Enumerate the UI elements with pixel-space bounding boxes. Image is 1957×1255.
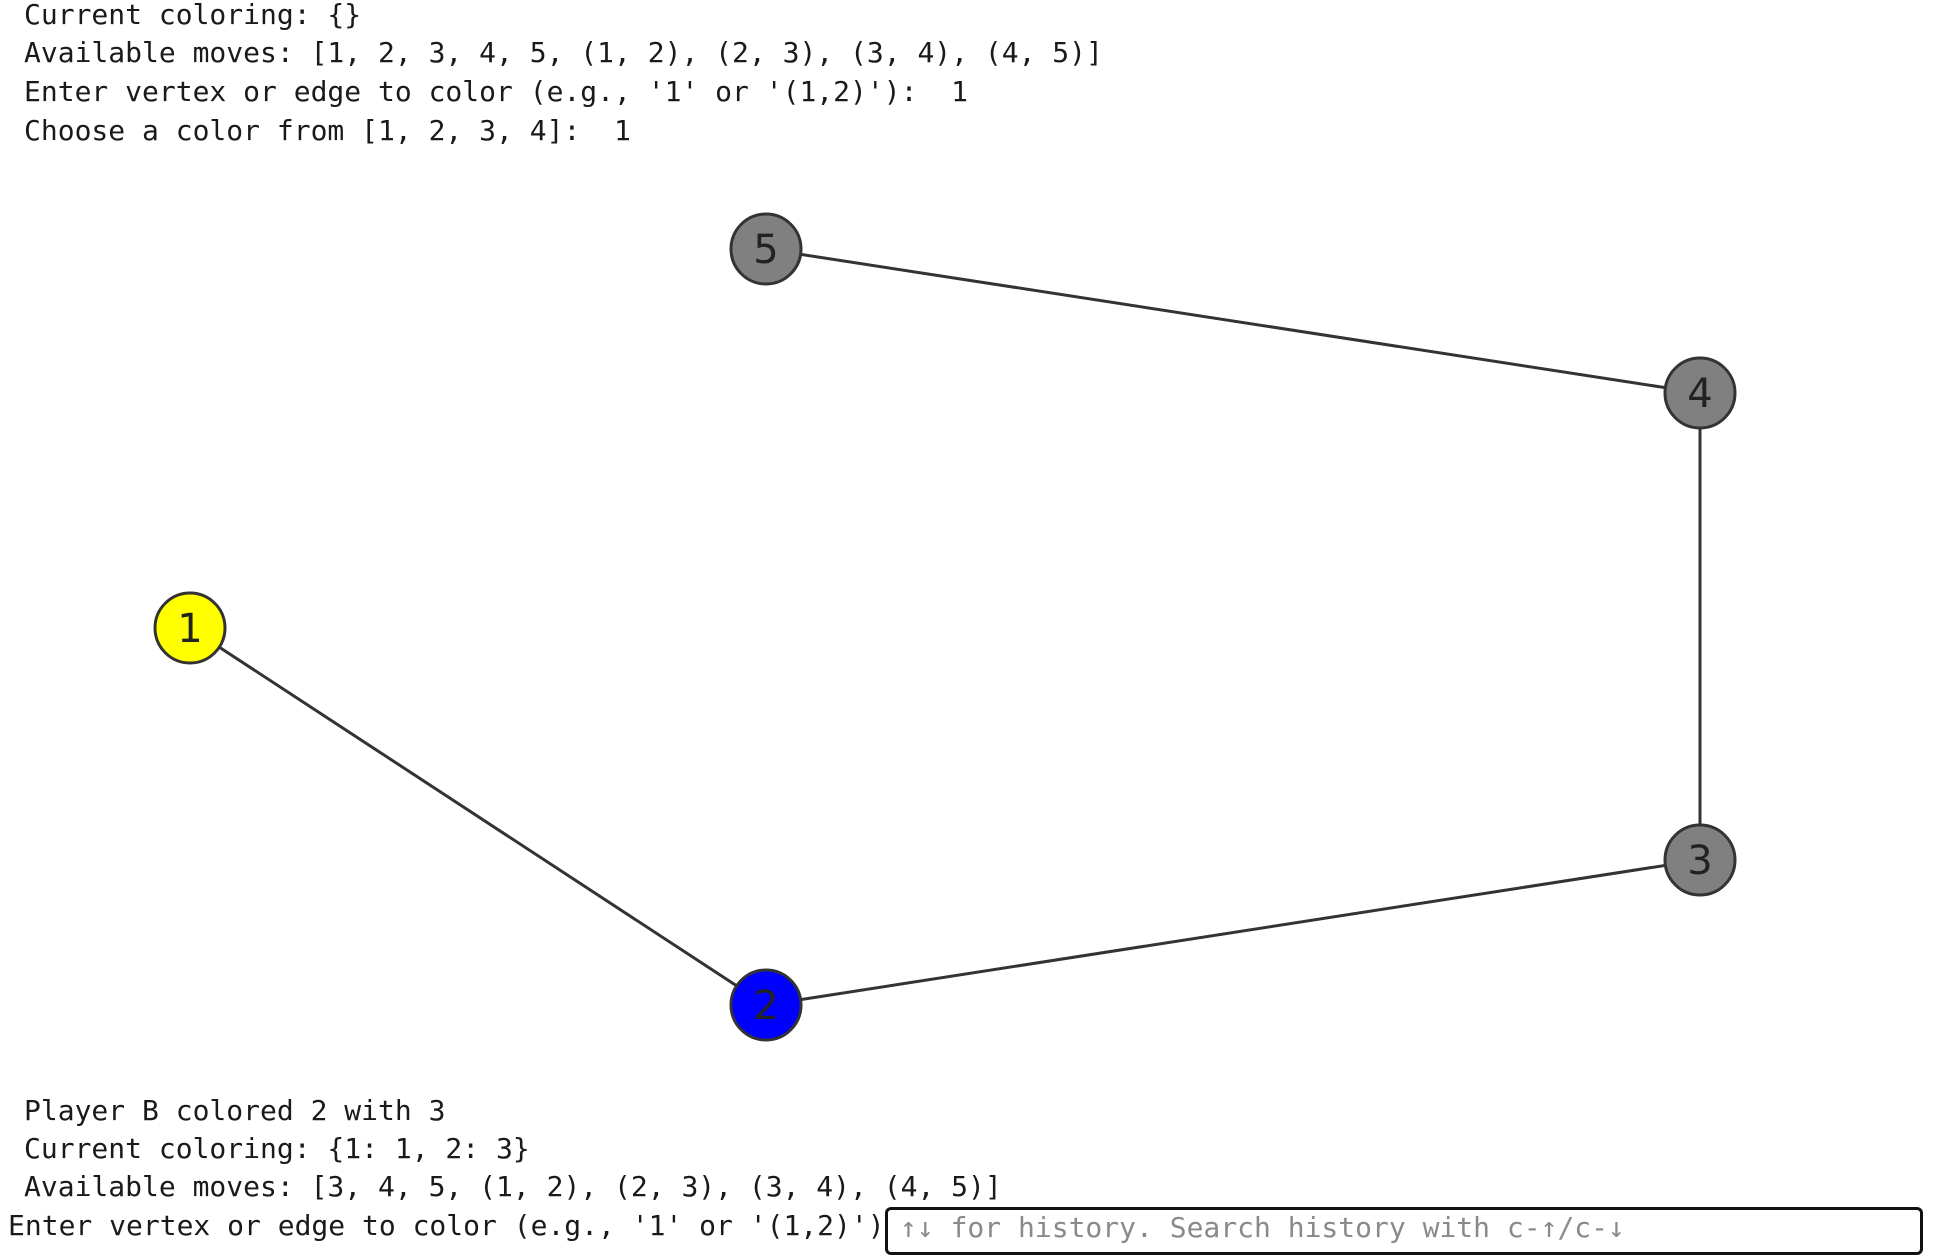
graph-edge-4-5 bbox=[765, 247, 1701, 395]
graph-node-label: 4 bbox=[1687, 371, 1712, 417]
player-move-line: Player B colored 2 with 3 bbox=[24, 1094, 446, 1127]
graph-edge-2-3 bbox=[765, 858, 1701, 1007]
graph-node-5: 5 bbox=[729, 212, 803, 286]
graph-node-3: 3 bbox=[1663, 823, 1737, 897]
nodes-layer: 1 2 3 4 5 bbox=[153, 212, 1737, 1042]
vertex-prompt-line: Enter vertex or edge to color (e.g., '1'… bbox=[24, 75, 969, 108]
available-moves-line: Available moves: [1, 2, 3, 4, 5, (1, 2),… bbox=[24, 36, 1103, 69]
graph-node-label: 1 bbox=[177, 606, 202, 652]
graph-node-label: 2 bbox=[753, 983, 778, 1029]
graph-node-circle bbox=[729, 212, 803, 286]
graph-node-4: 4 bbox=[1663, 356, 1737, 430]
input-prompt-label: Enter vertex or edge to color (e.g., '1'… bbox=[8, 1209, 919, 1242]
graph-figure: 1 2 3 4 5 bbox=[153, 212, 1737, 1042]
graph-node-circle bbox=[729, 968, 803, 1042]
edges-layer bbox=[189, 247, 1702, 1007]
graph-node-1: 1 bbox=[153, 591, 227, 665]
console-input[interactable] bbox=[885, 1207, 1923, 1255]
graph-node-label: 5 bbox=[753, 227, 778, 273]
input-prompt-row: Enter vertex or edge to color (e.g., '1'… bbox=[8, 1207, 1948, 1255]
graph-node-circle bbox=[1663, 356, 1737, 430]
color-prompt-line: Choose a color from [1, 2, 3, 4]: 1 bbox=[24, 114, 631, 147]
graph-node-circle bbox=[153, 591, 227, 665]
graph-node-circle bbox=[1663, 823, 1737, 897]
graph-node-2: 2 bbox=[729, 968, 803, 1042]
available-moves-line: Available moves: [3, 4, 5, (1, 2), (2, 3… bbox=[24, 1170, 1002, 1203]
current-coloring-line: Current coloring: {} bbox=[24, 0, 362, 31]
current-coloring-line: Current coloring: {1: 1, 2: 3} bbox=[24, 1132, 530, 1165]
graph-node-label: 3 bbox=[1687, 838, 1712, 884]
graph-edge-1-2 bbox=[189, 626, 767, 1007]
